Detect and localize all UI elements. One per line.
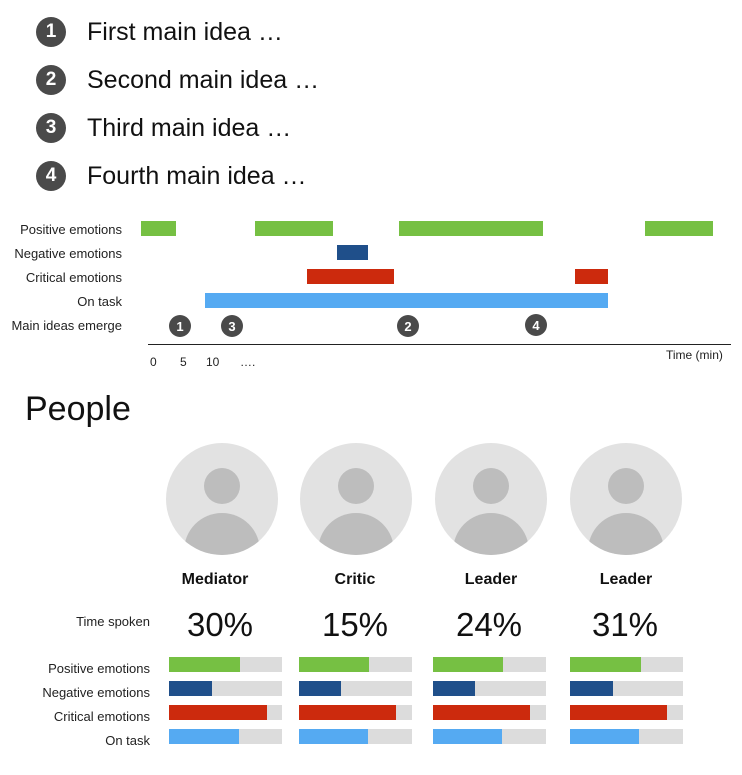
time-spoken-label: Time spoken	[76, 614, 150, 629]
number-badge: 3	[36, 113, 66, 143]
meter-on-task	[299, 729, 412, 744]
people-title: People	[25, 390, 131, 428]
meter-critical	[570, 705, 683, 720]
meter-positive	[299, 657, 412, 672]
role-label: Critic	[334, 571, 376, 588]
time-axis-title: Time (min)	[666, 348, 723, 362]
timeline-label-critical: Critical emotions	[25, 270, 122, 285]
idea-item-2: 2 Second main idea …	[36, 64, 319, 96]
meter-fill-negative	[299, 681, 341, 696]
meter-fill-critical	[433, 705, 530, 720]
meter-fill-critical	[299, 705, 396, 720]
time-spoken-value: 31%	[591, 606, 659, 643]
tick-label: 0	[150, 355, 157, 369]
meter-negative	[169, 681, 282, 696]
timeline-bar-positive	[141, 221, 176, 236]
avatar	[300, 443, 412, 555]
idea-item-1: 1 First main idea …	[36, 16, 283, 48]
idea-marker: 4	[525, 314, 547, 336]
number-badge: 2	[36, 65, 66, 95]
idea-text: Third main idea …	[87, 113, 292, 142]
meter-fill-on-task	[433, 729, 502, 744]
meter-fill-negative	[433, 681, 475, 696]
number-badge: 4	[36, 161, 66, 191]
metric-label-on-task: On task	[105, 733, 150, 748]
time-axis	[148, 344, 731, 345]
avatar	[570, 443, 682, 555]
timeline-label-on-task: On task	[77, 294, 122, 309]
idea-marker: 1	[169, 315, 191, 337]
meter-positive	[433, 657, 546, 672]
meter-critical	[433, 705, 546, 720]
metric-label-critical: Critical emotions	[53, 709, 150, 724]
meter-fill-positive	[169, 657, 240, 672]
tick-label: 10	[206, 355, 220, 369]
meter-positive	[169, 657, 282, 672]
timeline-bar-positive	[645, 221, 713, 236]
meter-critical	[299, 705, 412, 720]
metric-label-negative: Negative emotions	[42, 685, 150, 700]
avatar	[435, 443, 547, 555]
timeline-bar-positive	[399, 221, 543, 236]
idea-item-4: 4 Fourth main idea …	[36, 160, 307, 192]
meter-fill-critical	[570, 705, 667, 720]
meter-negative	[433, 681, 546, 696]
meter-fill-positive	[299, 657, 369, 672]
timeline-bar-critical	[307, 269, 394, 284]
timeline-bar-critical	[575, 269, 608, 284]
timeline-label-main-ideas: Main ideas emerge	[11, 318, 122, 333]
meter-fill-negative	[570, 681, 613, 696]
meter-fill-positive	[433, 657, 503, 672]
idea-text: First main idea …	[87, 17, 283, 46]
meter-on-task	[433, 729, 546, 744]
number-badge: 1	[36, 17, 66, 47]
idea-marker: 3	[221, 315, 243, 337]
timeline-bar-positive	[255, 221, 333, 236]
tick-label: 5	[180, 355, 187, 369]
role-label: Leader	[599, 571, 653, 588]
metric-label-positive: Positive emotions	[48, 661, 150, 676]
meter-fill-critical	[169, 705, 267, 720]
meter-fill-negative	[169, 681, 212, 696]
meter-negative	[570, 681, 683, 696]
meter-on-task	[570, 729, 683, 744]
idea-item-3: 3 Third main idea …	[36, 112, 291, 144]
avatar	[166, 443, 278, 555]
time-spoken-value: 15%	[321, 606, 389, 643]
timeline-bar-on-task	[205, 293, 608, 308]
meter-fill-on-task	[570, 729, 639, 744]
idea-text: Fourth main idea …	[87, 161, 307, 190]
role-label: Mediator	[181, 571, 249, 588]
time-spoken-value: 30%	[186, 606, 254, 643]
meter-critical	[169, 705, 282, 720]
tick-label: ….	[240, 355, 256, 369]
role-label: Leader	[464, 571, 518, 588]
meter-fill-on-task	[169, 729, 239, 744]
timeline-label-negative: Negative emotions	[14, 246, 122, 261]
meter-fill-on-task	[299, 729, 368, 744]
meter-on-task	[169, 729, 282, 744]
idea-marker: 2	[397, 315, 419, 337]
timeline-bar-negative	[337, 245, 368, 260]
idea-text: Second main idea …	[87, 65, 320, 94]
meter-positive	[570, 657, 683, 672]
meter-negative	[299, 681, 412, 696]
time-spoken-value: 24%	[455, 606, 523, 643]
timeline-label-positive: Positive emotions	[20, 222, 122, 237]
meter-fill-positive	[570, 657, 641, 672]
